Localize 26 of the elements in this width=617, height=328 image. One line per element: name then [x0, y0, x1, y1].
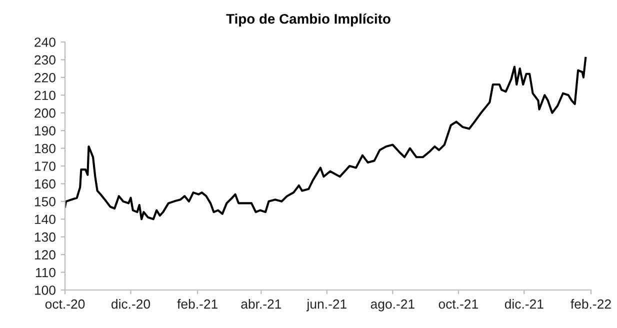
y-tick-label: 120 — [34, 250, 56, 260]
y-tick-label: 190 — [34, 126, 56, 136]
x-tick-label: abr.-21 — [241, 299, 282, 309]
x-tick-label: feb.-22 — [570, 299, 611, 309]
y-tick-label: 110 — [36, 268, 56, 278]
x-tick-label: dic.-21 — [504, 299, 544, 309]
y-tick-label: 240 — [34, 38, 56, 47]
y-tick-label: 170 — [34, 162, 56, 171]
x-tick-label: oct.-21 — [438, 299, 478, 309]
y-tick-label: 130 — [34, 232, 56, 242]
line-series — [65, 56, 587, 220]
y-tick-label: 230 — [34, 55, 56, 65]
x-tick-label: ago.-21 — [370, 299, 414, 312]
y-tick-label: 100 — [34, 286, 56, 295]
x-tick-label: jun.-21 — [306, 299, 346, 312]
x-tick-label: feb.-21 — [177, 299, 218, 309]
y-tick-label: 160 — [34, 179, 56, 189]
y-tick-label: 210 — [34, 90, 56, 100]
y-tick-label: 220 — [34, 72, 56, 82]
x-tick-label: dic.-20 — [112, 299, 150, 309]
y-tick-label: 180 — [34, 144, 56, 154]
chart-title: Tipo de Cambio Implícito — [226, 13, 390, 27]
y-tick-label: 150 — [34, 196, 56, 206]
y-tick-label: 140 — [34, 214, 56, 224]
x-tick-label: oct.-20 — [45, 299, 85, 309]
y-tick-label: 200 — [34, 108, 56, 118]
